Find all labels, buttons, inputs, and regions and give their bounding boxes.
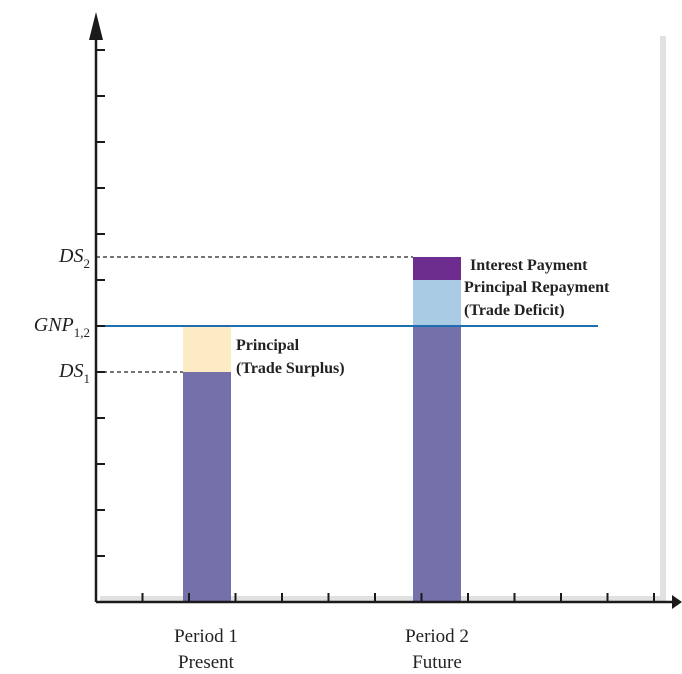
reference-lines-layer [96, 256, 598, 373]
y-label-gnp-sub: 1,2 [74, 325, 90, 340]
y-label-ds1-sub: 1 [84, 371, 91, 386]
bar-period-1-principal [183, 326, 231, 372]
bar-period-2-base [413, 326, 461, 602]
annotation-trade-surplus: (Trade Surplus) [236, 360, 345, 377]
category-label-present: Present [178, 652, 235, 673]
y-label-ds1-main: DS [58, 360, 83, 382]
y-label-ds2-sub: 2 [84, 256, 91, 271]
y-label-ds1: DS1 [58, 360, 90, 386]
bar-period-2-principal-repayment [413, 280, 461, 326]
y-label-gnp-main: GNP [34, 314, 74, 336]
y-label-ds2-main: DS [58, 245, 83, 267]
annotation-principal: Principal [236, 337, 300, 354]
y-label-gnp: GNP1,2 [34, 314, 90, 340]
annotation-principal-repayment: Principal Repayment [464, 279, 610, 296]
annotation-interest-payment: Interest Payment [470, 257, 588, 274]
axes-layer [89, 12, 682, 609]
x-axis-arrow [672, 595, 682, 609]
category-label-period-2: Period 2 [405, 626, 469, 647]
category-label-period-1: Period 1 [174, 626, 238, 647]
bars-layer [183, 257, 461, 602]
bar-period-2-interest [413, 257, 461, 280]
y-label-ds2: DS2 [58, 245, 90, 271]
category-label-future: Future [412, 652, 462, 673]
bar-period-1-base [183, 372, 231, 602]
annotation-trade-deficit: (Trade Deficit) [464, 302, 565, 319]
y-axis-arrow [89, 12, 103, 40]
